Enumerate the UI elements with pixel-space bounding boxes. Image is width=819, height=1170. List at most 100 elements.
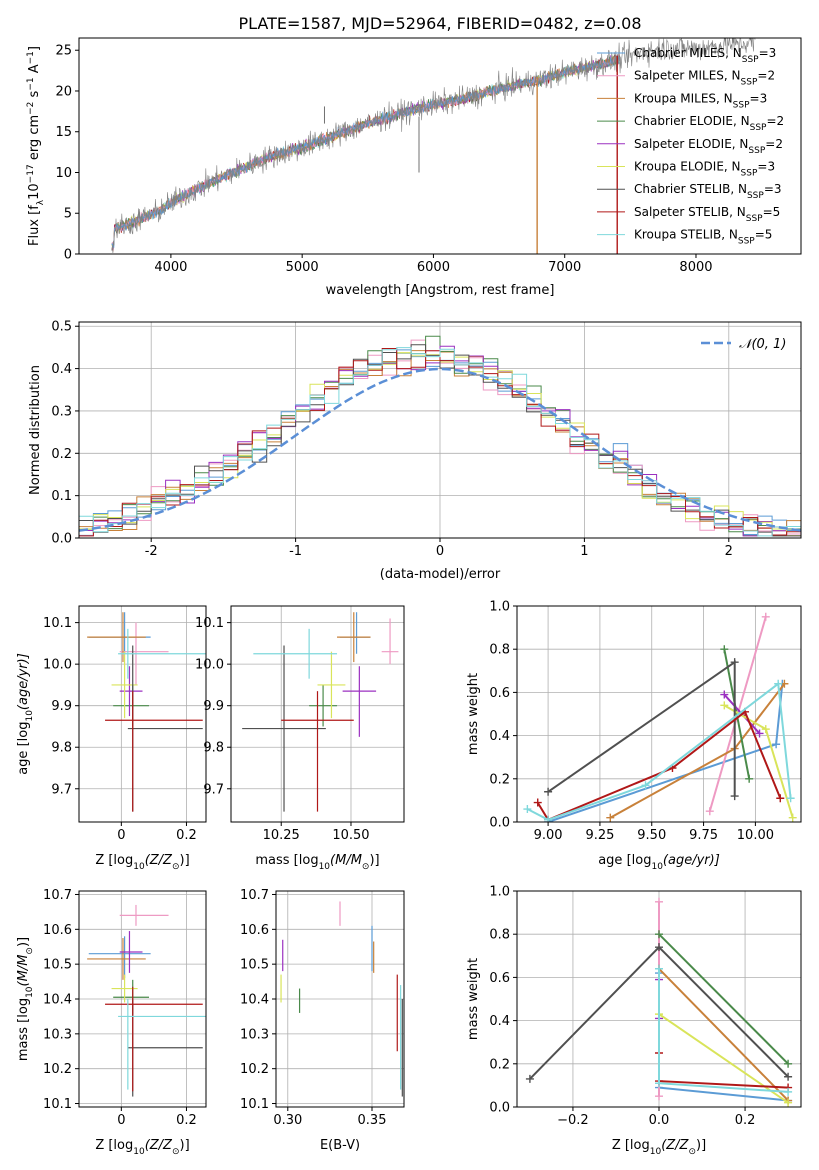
legend-entry-part: Salpeter STELIB, N [634, 205, 746, 219]
y-axis-label-part: ] [27, 46, 42, 51]
x-axis-label-part: Z [log [95, 1138, 133, 1153]
legend-entry-part: SSP [742, 55, 759, 65]
errorbar-point [127, 999, 203, 1097]
legend-entry-part: Kroupa ELODIE, N [634, 160, 741, 174]
errorbar-point [118, 999, 206, 1090]
model-spectrum-line [111, 54, 620, 252]
y-tick-label: 10.2 [240, 1062, 269, 1077]
y-tick-label: 0.6 [489, 686, 510, 701]
errorbar-point [111, 974, 138, 1003]
y-tick-label: 5 [64, 207, 72, 222]
x-tick-label: 1 [580, 544, 588, 559]
y-tick-label: 0.2 [489, 1057, 510, 1072]
x-axis-label: age [log10(age/yr)] [598, 853, 720, 872]
y-tick-label: 9.7 [51, 782, 72, 797]
mass-weight-marker [730, 792, 739, 801]
x-axis-label-part: ⊙ [172, 862, 180, 872]
y-tick-label: 0.8 [489, 928, 510, 943]
legend-entry: Kroupa STELIB, NSSP=5 [634, 228, 772, 247]
errorbar-point [111, 651, 138, 719]
y-tick-label: 9.9 [51, 699, 72, 714]
x-axis-label-part: (age/yr)] [663, 853, 720, 868]
y-axis-label: Flux [fλ10−17 erg cm−2 s−1 A−1] [26, 46, 46, 246]
mass-weight-marker [784, 1087, 793, 1096]
errorbars [280, 901, 403, 1097]
legend-entry-part: SSP [733, 100, 750, 110]
x-axis-label-part: 10 [650, 1147, 662, 1157]
errorbar-point [87, 612, 146, 663]
legend-entry-part: =2 [766, 114, 784, 128]
legend-entry: Kroupa MILES, NSSP=3 [634, 91, 767, 110]
x-tick-label: 0.2 [176, 1113, 197, 1128]
legend-entry-part: Kroupa MILES, N [634, 91, 733, 105]
mass-weight-marker [755, 729, 764, 738]
mass-weight-marker [544, 815, 553, 822]
x-tick-label: 5000 [286, 260, 319, 275]
x-axis-label: Z [log10(Z/Z⊙)] [612, 1138, 706, 1157]
errorbar-point [118, 628, 206, 679]
model-spectrum-line [111, 55, 620, 250]
y-axis-label-part: A [27, 64, 42, 77]
y-tick-label: 9.9 [203, 699, 224, 714]
mass-weight-marker [533, 798, 542, 807]
mass-weight-vs-Z-panel: −0.2 0.0 0.2 0.0 0.2 0.4 0.6 0.8 1.0 Z [log10(Z/Z… [466, 885, 802, 1157]
axes-frame [516, 890, 802, 1108]
mass-weight-marker [655, 930, 663, 939]
axes-frame [230, 605, 405, 823]
legend-entry-part: =2 [765, 137, 783, 151]
legend-entry-part: =2 [757, 69, 775, 83]
x-tick-label: 9.75 [689, 828, 718, 843]
axes-frame [275, 890, 405, 1108]
x-tick-label: 9.00 [534, 828, 563, 843]
mass-weight-marker [544, 787, 553, 796]
y-tick-label: 1.0 [489, 600, 510, 615]
mass-weight-marker [523, 805, 532, 814]
x-axis-label-part: age [log [598, 853, 651, 868]
x-axis-label-part: ⊙ [688, 1147, 696, 1157]
x-tick-label: 0 [117, 1113, 125, 1128]
x-tick-label: 2 [725, 544, 733, 559]
mass-weight-marker [655, 964, 663, 973]
mass-weight-marker [720, 701, 729, 710]
mass-weight-marker [720, 690, 729, 699]
x-tick-label: 8000 [679, 260, 712, 275]
x-tick-label: −0.2 [557, 1113, 589, 1128]
y-axis-label: Normed distribution [28, 365, 43, 495]
mass-weight-line [658, 933, 789, 1065]
mass-weight-marker [655, 1079, 663, 1088]
errorbar-point [105, 691, 203, 812]
mass-weight-marker [655, 1092, 663, 1101]
y-tick-label: 0.2 [489, 772, 510, 787]
x-tick-label: 0.30 [273, 1113, 302, 1128]
x-tick-label: 9.50 [637, 828, 666, 843]
x-tick-label: 0.0 [649, 1113, 670, 1128]
x-axis-label: wavelength [Angstrom, rest frame] [326, 283, 555, 298]
y-tick-label: 10.3 [240, 1027, 269, 1042]
y-tick-label: 9.8 [51, 741, 72, 756]
y-tick-label: 15 [55, 125, 72, 140]
errorbar-point [105, 986, 203, 1092]
y-tick-label: 0 [64, 248, 72, 263]
mass-weight-marker [786, 794, 795, 803]
y-tick-label: 0.3 [51, 404, 72, 419]
y-axis-label-part: (age/yr)] [16, 653, 31, 710]
y-tick-label: 10.6 [240, 923, 269, 938]
y-tick-label: 10.1 [240, 1097, 269, 1112]
y-tick-label: 10.7 [240, 888, 269, 903]
errorbar-point [242, 645, 326, 812]
y-tick-label: 9.8 [203, 741, 224, 756]
axes-frame [78, 37, 802, 255]
x-tick-label: 7000 [548, 260, 581, 275]
histogram-step-line [79, 335, 801, 537]
x-axis-label-part: (Z/Z [145, 853, 173, 868]
x-axis-label: Z [log10(Z/Z⊙)] [95, 853, 189, 872]
mass-weight-marker [705, 807, 714, 816]
model-spectrum-line [111, 56, 620, 248]
legend-entry-part: =3 [759, 46, 777, 60]
x-axis-label: (data-model)/error [380, 567, 501, 582]
y-tick-label: 0.4 [51, 362, 72, 377]
legend-entry-part: Chabrier MILES, N [634, 46, 742, 60]
y-axis-label: age [log10(age/yr)] [16, 653, 35, 775]
